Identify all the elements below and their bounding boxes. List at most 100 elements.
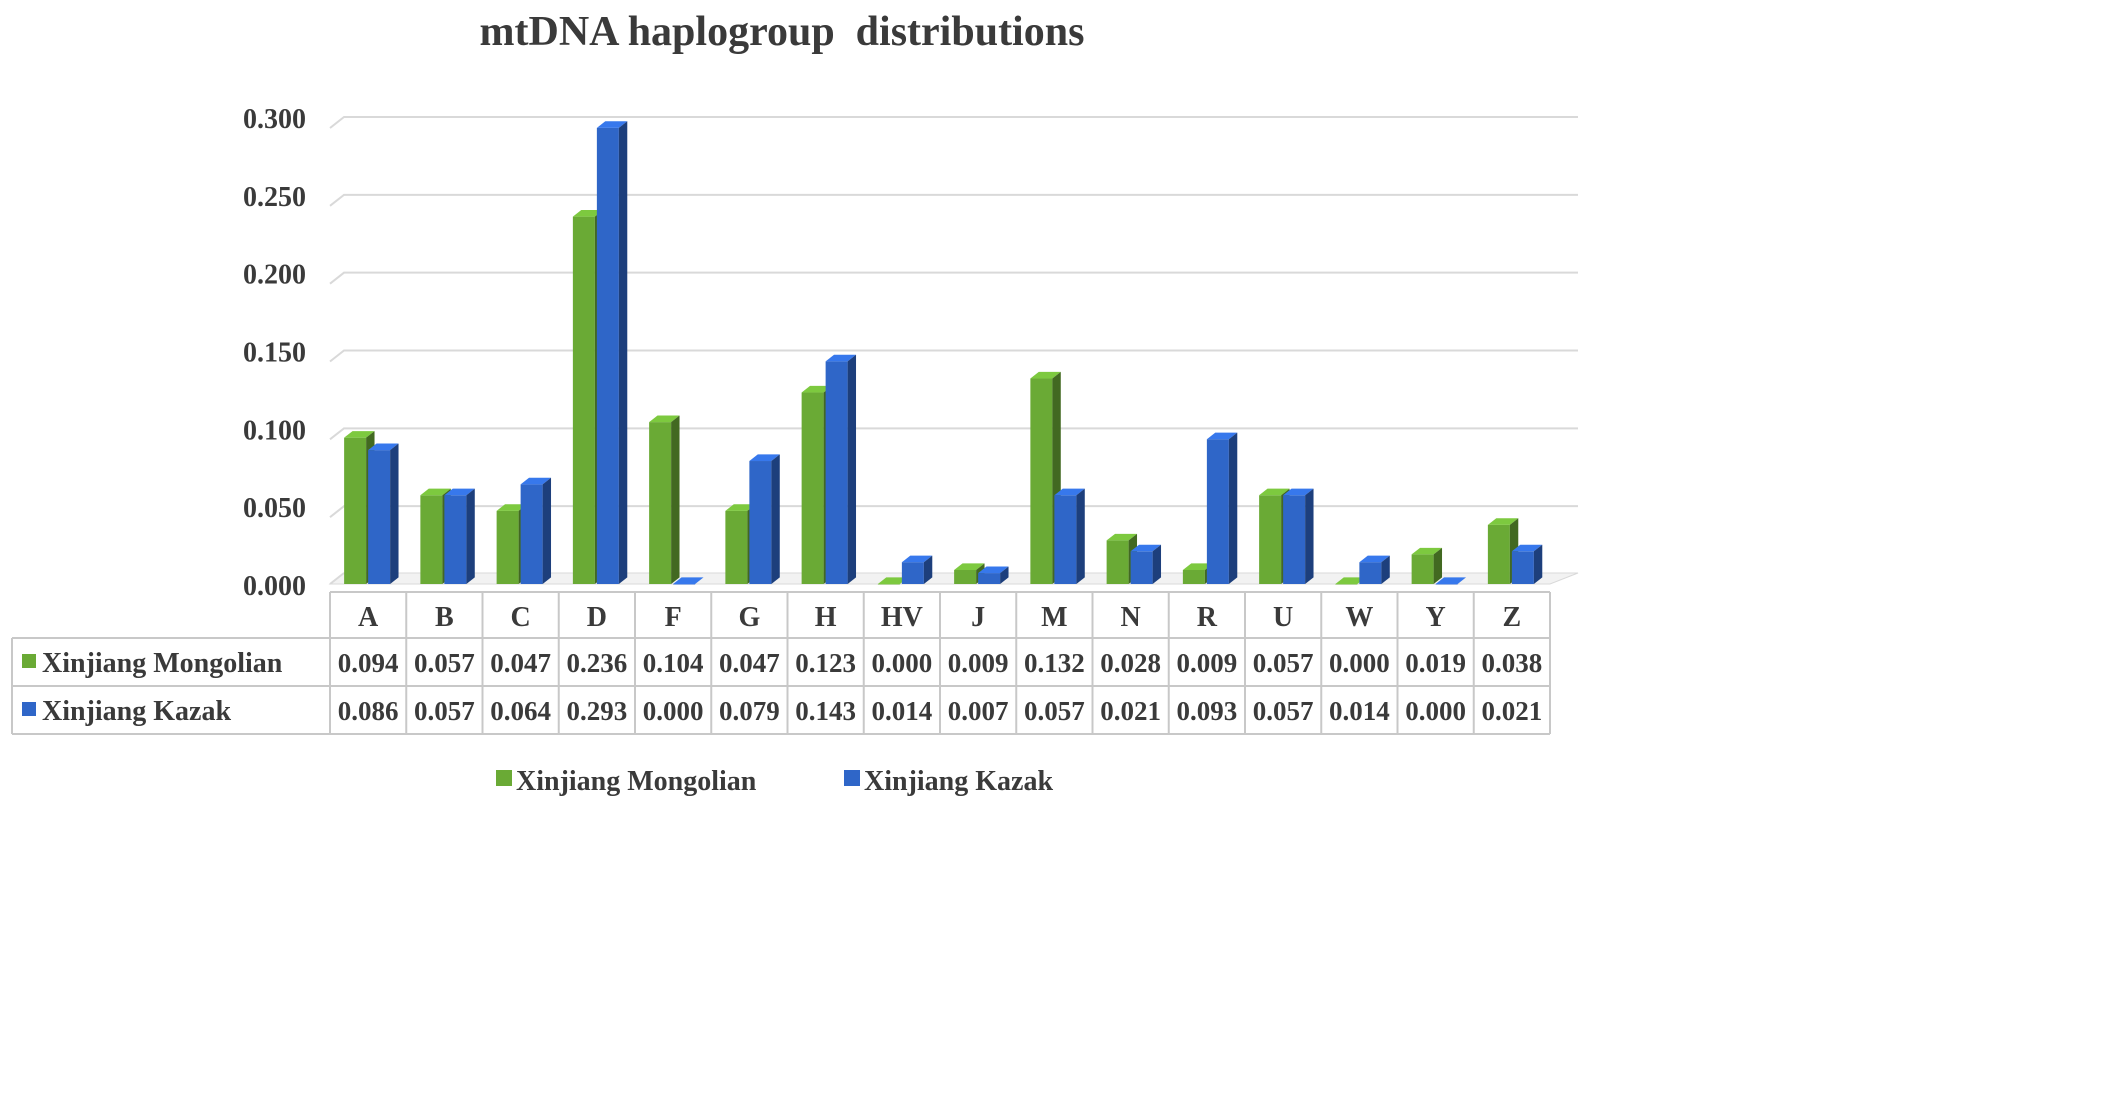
bar-side — [390, 443, 399, 584]
axis-corner — [329, 572, 345, 585]
bar-front — [1511, 551, 1534, 584]
bar-top — [520, 477, 552, 485]
table-row-label: Xinjiang Mongolian — [42, 648, 283, 679]
bar-top — [1054, 488, 1085, 496]
table-cell-value: 0.057 — [1253, 648, 1314, 678]
bar-front — [1030, 378, 1053, 584]
legend-swatch — [844, 770, 860, 786]
bar-top — [1335, 577, 1366, 584]
table-cell-value: 0.057 — [414, 696, 475, 726]
table-cell-value: 0.064 — [490, 696, 551, 726]
table-cell-value: 0.021 — [1482, 696, 1543, 726]
category-label: N — [1121, 602, 1141, 633]
bar-top — [725, 504, 756, 511]
bar-kazak-N — [1130, 544, 1162, 584]
bar-top — [978, 566, 1009, 574]
bar-side — [1000, 566, 1009, 584]
table-legend-key — [22, 654, 36, 668]
table-cell-value: 0.000 — [1405, 696, 1466, 726]
bar-side — [466, 488, 475, 584]
table-cell-value: 0.014 — [872, 696, 933, 726]
bar-kazak-H — [825, 354, 857, 584]
bar-front — [1435, 584, 1458, 585]
table-cell-value: 0.236 — [567, 648, 628, 678]
table-cell-value: 0.000 — [643, 696, 704, 726]
bar-front — [1335, 584, 1358, 585]
gridline — [329, 193, 1578, 207]
table-cell-value: 0.123 — [795, 648, 856, 678]
bar-front — [1411, 554, 1434, 584]
table-cell-value: 0.094 — [338, 648, 399, 678]
bar-front — [496, 510, 519, 584]
y-tick-label: 0.250 — [243, 182, 306, 213]
bar-front — [1206, 439, 1229, 584]
table-cell-value: 0.007 — [948, 696, 1009, 726]
bar-front — [954, 569, 977, 584]
bar-front — [368, 450, 391, 584]
bar-mongolian-F — [649, 415, 680, 584]
bar-front — [1283, 495, 1306, 584]
category-label: J — [971, 602, 985, 633]
bar-front — [1359, 562, 1382, 584]
bar-top — [1182, 563, 1214, 570]
category-label: HV — [881, 602, 923, 633]
category-label: A — [358, 602, 379, 633]
bar-front — [877, 584, 900, 585]
category-label: H — [815, 602, 837, 633]
category-label: Z — [1503, 602, 1522, 633]
bar-top — [1511, 544, 1543, 552]
bar-kazak-D — [596, 121, 628, 585]
bar-front — [901, 562, 924, 584]
bar-top — [649, 415, 680, 423]
table-row-label: Xinjiang Kazak — [42, 696, 231, 727]
category-label: M — [1041, 602, 1067, 633]
bar-front — [725, 510, 748, 584]
table-cell-value: 0.293 — [567, 696, 628, 726]
bar-kazak-U — [1283, 488, 1314, 584]
bar-top — [1283, 488, 1314, 496]
bar-front — [1182, 569, 1205, 584]
bar-front — [1106, 540, 1129, 584]
bar-side — [1076, 488, 1085, 584]
bar-front — [801, 392, 824, 584]
bar-front — [572, 216, 595, 585]
category-label: C — [511, 602, 531, 633]
category-label: U — [1273, 602, 1293, 633]
category-label: D — [587, 602, 607, 633]
table-cell-value: 0.057 — [1253, 696, 1314, 726]
bar-side — [1533, 544, 1543, 584]
y-tick-label: 0.100 — [243, 415, 306, 446]
bar-top — [1259, 488, 1290, 496]
bar-front — [1259, 495, 1282, 584]
gridline — [329, 427, 1578, 441]
bar-side — [923, 555, 933, 584]
bar-top — [1487, 518, 1519, 525]
bar-kazak-A — [368, 443, 399, 584]
y-tick-label: 0.050 — [243, 493, 306, 524]
legend-label: Xinjiang Kazak — [864, 766, 1053, 797]
bar-front — [673, 584, 696, 585]
bar-front — [596, 127, 619, 584]
category-label: Y — [1426, 602, 1446, 633]
table-cell-value: 0.038 — [1482, 648, 1543, 678]
legend-label: Xinjiang Mongolian — [516, 766, 757, 797]
bar-top — [1206, 432, 1238, 440]
bar-side — [771, 454, 780, 584]
y-tick-label: 0.000 — [243, 571, 306, 602]
table-cell-value: 0.057 — [414, 648, 475, 678]
bar-top — [1130, 544, 1162, 552]
table-cell-value: 0.009 — [948, 648, 1009, 678]
bar-mongolian-HV — [877, 577, 909, 585]
bar-kazak-F — [673, 577, 704, 585]
category-label: G — [738, 602, 760, 633]
table-cell-value: 0.019 — [1405, 648, 1466, 678]
bar-kazak-HV — [901, 555, 933, 584]
table-cell-value: 0.000 — [1329, 648, 1390, 678]
bar-kazak-C — [520, 477, 552, 584]
bar-front — [978, 573, 1001, 584]
bar-kazak-R — [1206, 432, 1238, 584]
table-cell-value: 0.104 — [643, 648, 704, 678]
table-cell-value: 0.028 — [1100, 648, 1161, 678]
chart-title: mtDNA haplogroup distributions — [479, 9, 1085, 55]
